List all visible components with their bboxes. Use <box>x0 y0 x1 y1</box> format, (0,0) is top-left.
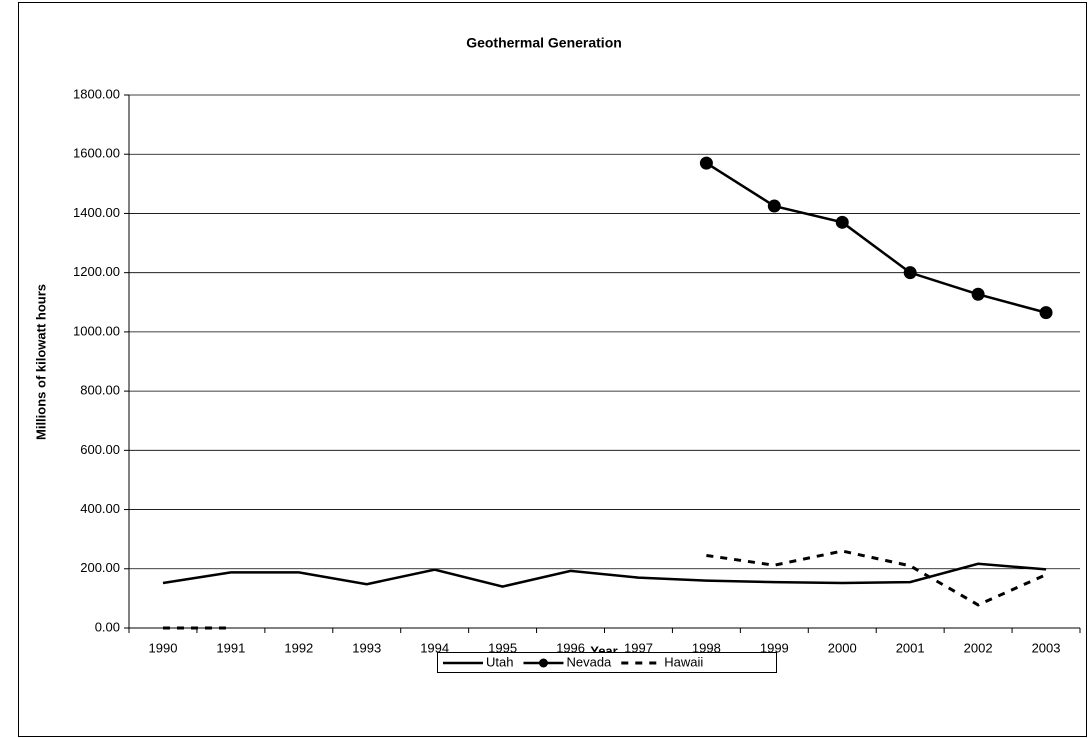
x-tick-label: 1991 <box>216 640 245 655</box>
chart-title: Geothermal Generation <box>466 35 622 51</box>
y-tick-label: 200.00 <box>80 560 120 575</box>
x-tick-label: 1994 <box>420 640 449 655</box>
x-tick-label: 2000 <box>828 640 857 655</box>
y-tick-label: 1200.00 <box>73 264 120 279</box>
x-tick-label: 2003 <box>1032 640 1061 655</box>
x-tick-label: 2001 <box>896 640 925 655</box>
y-tick-label: 800.00 <box>80 383 120 398</box>
y-tick-label: 600.00 <box>80 442 120 457</box>
legend-label: Nevada <box>566 654 612 669</box>
chart-frame <box>18 2 1087 737</box>
legend-label: Utah <box>486 654 513 669</box>
series-line <box>705 162 1047 314</box>
x-tick-label: 1995 <box>488 640 517 655</box>
series-line <box>162 562 1047 588</box>
y-tick-label: 1000.00 <box>73 323 120 338</box>
y-tick-label: 1800.00 <box>73 86 120 101</box>
y-tick-label: 1600.00 <box>73 146 120 161</box>
x-tick-label: 1999 <box>760 640 789 655</box>
point-marker <box>971 287 985 301</box>
legend-marker <box>538 658 548 668</box>
point-marker <box>1039 306 1053 320</box>
x-tick-label: 2002 <box>964 640 993 655</box>
y-tick-label: 400.00 <box>80 501 120 516</box>
x-tick-label: 1990 <box>149 640 178 655</box>
point-marker <box>903 266 917 280</box>
point-marker <box>699 156 713 170</box>
x-tick-label: 1997 <box>624 640 653 655</box>
y-axis-label: Millions of kilowatt hours <box>33 284 48 440</box>
point-marker <box>767 199 781 213</box>
y-tick-label: 1400.00 <box>73 205 120 220</box>
x-tick-label: 1998 <box>692 640 721 655</box>
x-tick-label: 1996 <box>556 640 585 655</box>
series-line <box>162 549 1047 630</box>
legend-box <box>437 652 777 673</box>
point-marker <box>835 215 849 229</box>
legend-label: Hawaii <box>664 654 703 669</box>
x-tick-label: 1993 <box>352 640 381 655</box>
x-tick-label: 1992 <box>284 640 313 655</box>
y-tick-label: 0.00 <box>95 619 120 634</box>
